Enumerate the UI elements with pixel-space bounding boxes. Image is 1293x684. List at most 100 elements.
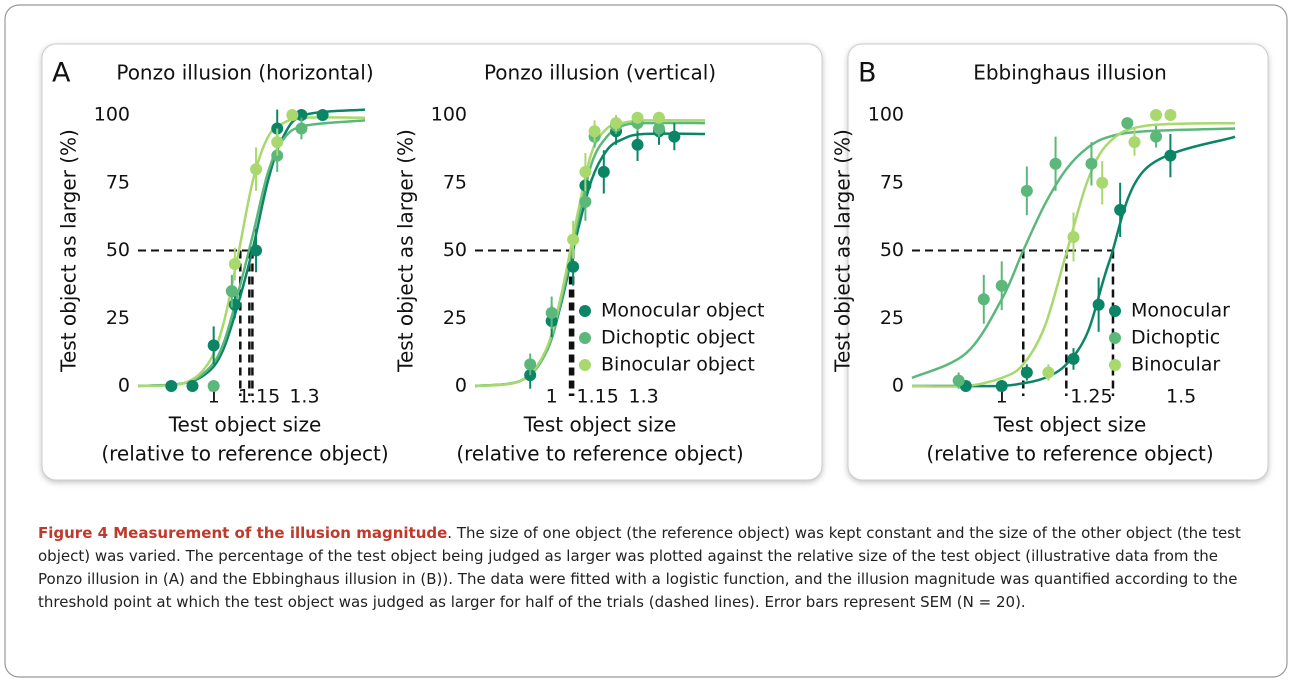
y-tick-label: 50 (443, 239, 467, 261)
x-axis-label: (relative to reference object) (456, 442, 743, 466)
data-point (588, 125, 601, 138)
panel-a (41, 43, 823, 481)
data-point (631, 138, 644, 151)
fit-curve (912, 135, 1236, 388)
legend-marker (579, 332, 591, 344)
legend-marker (1109, 332, 1121, 344)
caption: Figure 4 Measurement of the illusion mag… (38, 522, 1263, 614)
outer-frame (4, 4, 1288, 678)
data-point (228, 258, 241, 271)
y-tick-label: 75 (443, 171, 467, 193)
data-point (579, 165, 592, 178)
x-axis-label: (relative to reference object) (926, 442, 1213, 466)
legend-marker (579, 359, 591, 371)
legend-label: Monocular (1131, 300, 1230, 322)
x-axis-label: (relative to reference object) (101, 442, 388, 466)
data-point (1020, 184, 1033, 197)
fit-curve (911, 121, 1236, 388)
data-point (653, 111, 665, 124)
data-point (1067, 352, 1080, 365)
x-tick-label: 1.15 (577, 386, 619, 408)
data-point (1092, 298, 1105, 311)
legend-label: Monocular object (601, 300, 765, 322)
x-tick-label: 1.25 (1070, 386, 1112, 408)
y-tick-label: 75 (880, 171, 904, 193)
data-point (1128, 136, 1141, 149)
legend-marker (1109, 359, 1121, 371)
y-tick-label: 0 (455, 375, 467, 397)
data-point (1164, 149, 1177, 162)
data-point (1085, 157, 1098, 170)
data-point (631, 111, 644, 124)
data-point (316, 109, 329, 121)
x-axis-label: Test object size (523, 413, 677, 437)
data-point (610, 117, 623, 130)
data-point (1020, 366, 1033, 379)
data-point (567, 260, 580, 273)
data-point (165, 380, 178, 392)
panel-b (847, 43, 1269, 481)
legend-label: Binocular (1131, 354, 1220, 376)
data-point (524, 358, 537, 371)
data-point (225, 285, 238, 298)
panel-label: B (858, 58, 877, 89)
data-point (271, 136, 284, 149)
x-tick-label: 1 (546, 386, 558, 408)
x-tick-label: 1.3 (629, 386, 659, 408)
x-tick-label: 1.5 (1166, 386, 1196, 408)
y-tick-label: 75 (106, 171, 130, 193)
data-point (1067, 230, 1080, 243)
data-point (995, 279, 1008, 292)
data-point (545, 306, 558, 319)
chart-title: Ponzo illusion (vertical) (484, 61, 716, 85)
y-tick-label: 0 (892, 375, 904, 397)
y-tick-label: 25 (880, 307, 904, 329)
data-point (597, 165, 610, 178)
panel-label: A (52, 58, 71, 89)
y-tick-label: 25 (106, 307, 130, 329)
y-axis-label: Test object as larger (%) (394, 129, 418, 373)
caption-text: . The size of one object (the reference … (38, 524, 1241, 611)
data-point (186, 380, 199, 392)
y-tick-label: 100 (431, 104, 467, 126)
legend-marker (1109, 305, 1121, 317)
legend-label: Dichoptic object (601, 327, 755, 349)
x-axis-label: Test object size (168, 413, 322, 437)
data-point (207, 380, 220, 392)
legend-marker (579, 305, 591, 317)
data-point (1096, 176, 1109, 189)
data-point (977, 293, 990, 306)
caption-title: Figure 4 Measurement of the illusion mag… (38, 524, 448, 542)
data-point (995, 380, 1008, 392)
legend-label: Dichoptic (1131, 327, 1220, 349)
chart-title: Ponzo illusion (horizontal) (116, 61, 373, 85)
y-tick-label: 0 (118, 375, 130, 397)
data-point (250, 163, 263, 176)
data-point (1164, 109, 1177, 121)
data-point (1150, 109, 1163, 121)
data-point (1049, 157, 1062, 170)
y-axis-label: Test object as larger (%) (57, 129, 81, 373)
x-axis-label: Test object size (993, 413, 1147, 437)
data-point (295, 122, 308, 135)
fit-curve (137, 108, 366, 388)
legend-label: Binocular object (601, 354, 755, 376)
data-point (668, 130, 681, 143)
data-point (1121, 117, 1134, 130)
data-point (286, 109, 299, 121)
x-tick-label: 1.15 (238, 386, 280, 408)
data-point (1114, 203, 1127, 216)
data-point (567, 233, 580, 246)
data-point (653, 122, 665, 135)
y-tick-label: 50 (106, 239, 130, 261)
x-tick-label: 1.3 (289, 386, 319, 408)
fit-curve (911, 127, 1236, 380)
fit-curve (137, 119, 366, 388)
y-tick-label: 100 (94, 104, 130, 126)
data-point (207, 339, 220, 352)
y-tick-label: 100 (868, 104, 904, 126)
chart-title: Ebbinghaus illusion (973, 61, 1167, 85)
y-tick-label: 25 (443, 307, 467, 329)
